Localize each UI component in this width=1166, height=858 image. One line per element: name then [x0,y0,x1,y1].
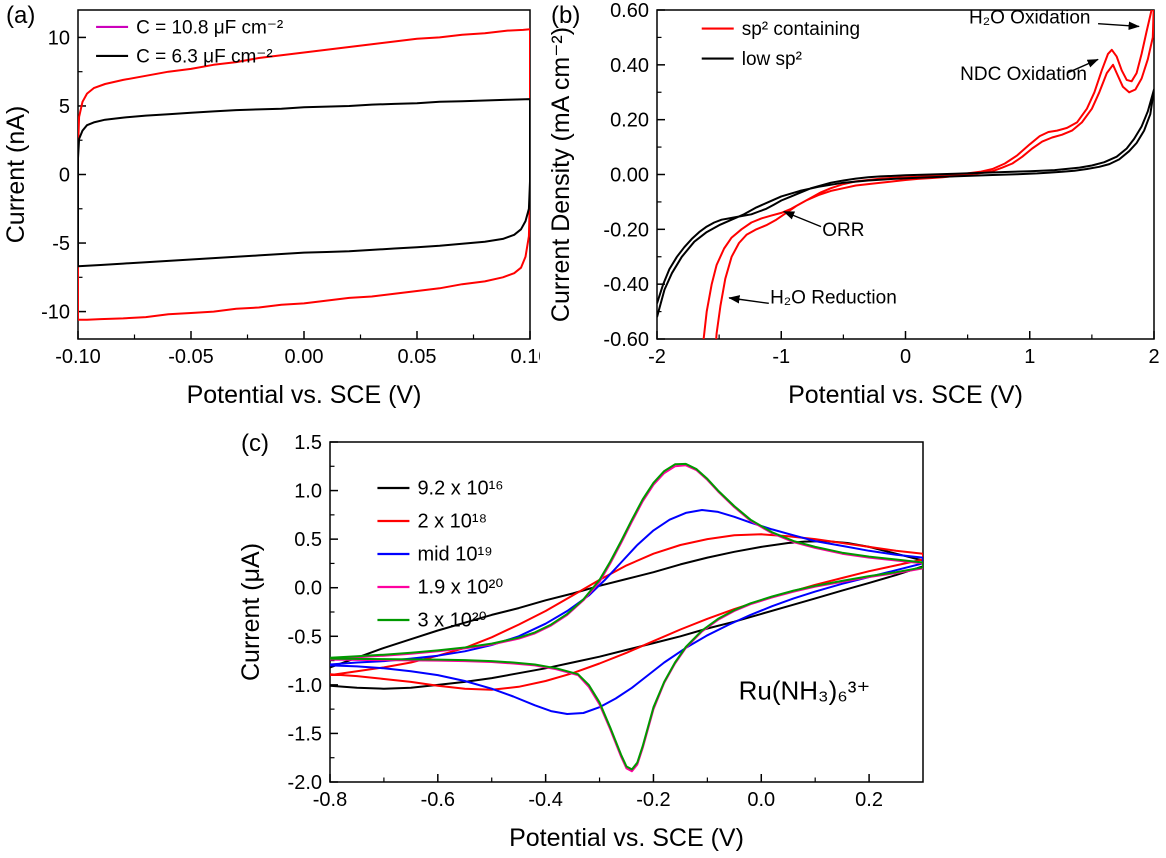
legend-label: sp² containing [742,19,860,40]
series-line-1 [657,88,1154,318]
x-tick-label: -1 [772,346,790,368]
legend-label: mid 10¹⁹ [417,544,492,566]
series-line-1 [78,98,530,268]
series-line-1 [330,533,923,691]
x-tick-label: 0.2 [855,789,883,811]
panel-a: (a) -0.10 -0.05 0.00 0.05 0.10 -10 -5 0 5 10 C = 1… [0,0,540,415]
y-tick-label: 10 [48,27,70,49]
series-line-0 [78,28,530,321]
legend-label: 1.9 x 10²⁰ [417,577,503,599]
y-tick-label: -5 [52,233,70,255]
chart-a-canvas: -0.10 -0.05 0.00 0.05 0.10 -10 -5 0 5 10 C = 10.8 … [2,9,540,409]
x-tick-label: -0.6 [421,789,455,811]
y-tick-label: 5 [59,96,70,118]
y-axis-title: Current Density (mA cm⁻²) [547,27,575,322]
y-axis-title: Current (μA) [237,543,265,681]
y-tick-label: 0.0 [294,578,322,600]
y-tick-label: 0 [59,165,70,187]
panel-c: (c) -0.8 -0.6 -0.4 -0.2 0.0 0.2 -2.0 -1.5 -1.0 -0… [235,428,935,858]
y-tick-label: 0.20 [610,110,649,132]
y-tick-label: -1.0 [288,675,322,697]
panel-label-b: (b) [551,2,581,29]
x-axis-title: Potential vs. SCE (V) [187,381,422,409]
y-axis-title: Current (nA) [2,106,30,244]
y-tick-label: -0.40 [603,274,649,296]
y-tick-label: 1.0 [294,481,322,503]
annotation-arrow [728,295,769,305]
x-tick-label: -0.05 [168,346,214,368]
y-tick-label: 1.5 [294,432,322,454]
x-tick-label: 0.10 [511,346,540,368]
annotation: ORR [822,220,864,241]
series-line-2 [330,509,923,715]
annotation-arrow [783,210,822,228]
y-tick-label: 0.60 [610,0,649,22]
x-tick-label: -0.8 [313,789,347,811]
y-tick-label: -0.60 [603,329,649,351]
x-tick-label: 0.0 [747,789,775,811]
annotation: Ru(NH₃)₆³⁺ [739,675,871,705]
legend-label: low sp² [742,49,802,70]
y-tick-label: -0.5 [288,626,322,648]
legend-label: 9.2 x 10¹⁶ [417,478,503,500]
annotation: NDC Oxidation [960,64,1087,85]
x-tick-label: -0.2 [636,789,670,811]
chart-b-canvas: -2 -1 0 1 2 -0.60 -0.40 -0.20 0.00 0.20 0.40 0.60 sp… [547,0,1160,409]
x-tick-label: -0.4 [528,789,562,811]
y-tick-label: 0.40 [610,55,649,77]
panel-label-a: (a) [6,2,36,29]
legend-label: 2 x 10¹⁸ [417,511,487,533]
x-tick-label: 1 [1024,346,1035,368]
annotation-arrow [1066,58,1099,74]
y-tick-label: -2.0 [288,772,322,794]
series-line-4 [330,462,923,771]
legend-label: C = 6.3 μF cm⁻² [136,46,273,67]
x-tick-label: -2 [648,346,666,368]
y-tick-label: -1.5 [288,723,322,745]
y-tick-label: 0.5 [294,529,322,551]
x-tick-label: -0.10 [55,346,101,368]
annotation-arrow [1098,21,1140,30]
x-tick-label: 0.05 [398,346,437,368]
x-tick-label: 2 [1148,346,1159,368]
annotation: H₂O Oxidation [969,8,1090,29]
x-axis-title: Potential vs. SCE (V) [509,824,744,852]
chart-c-canvas: -0.8 -0.6 -0.4 -0.2 0.0 0.2 -2.0 -1.5 -1.0 -0.5 0.… [237,432,924,852]
panel-b: (b) -2 -1 0 1 2 -0.60 -0.40 -0.20 0.00 0.20 0.40 0.… [545,0,1166,415]
legend-label: 3 x 10²⁰ [417,610,486,632]
series-line-0 [330,540,923,690]
y-tick-label: -0.20 [603,219,649,241]
annotation: H₂O Reduction [770,287,897,308]
y-tick-label: 0.00 [610,165,649,187]
legend-label: C = 10.8 μF cm⁻² [136,17,283,38]
y-tick-label: -10 [41,302,70,324]
x-tick-label: 0.00 [285,346,324,368]
panel-label-c: (c) [241,430,269,457]
x-axis-title: Potential vs. SCE (V) [788,381,1023,409]
x-tick-label: 0 [900,346,911,368]
